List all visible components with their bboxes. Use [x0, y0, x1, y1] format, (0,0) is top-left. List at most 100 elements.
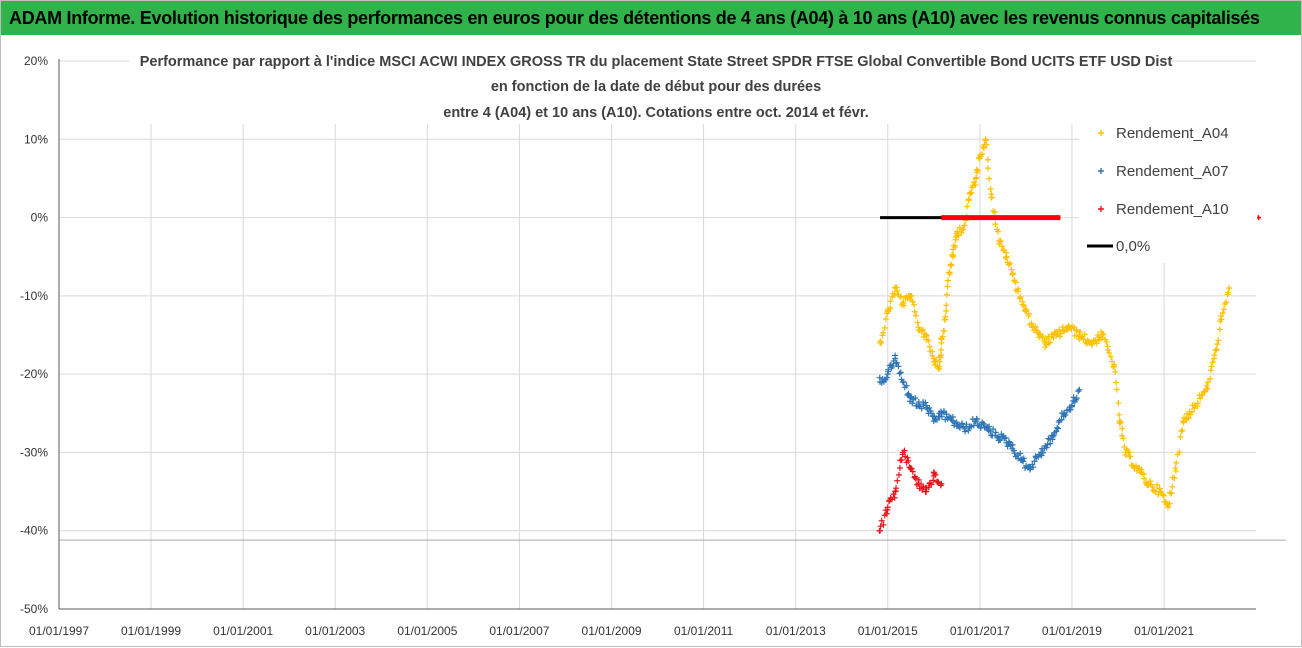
report-title: ADAM Informe. Evolution historique des p…: [9, 7, 1260, 28]
data-point-fill: [1008, 266, 1015, 273]
data-point-fill: [979, 419, 986, 426]
chart-reference-lines: [880, 215, 1261, 221]
data-point-fill: [935, 365, 942, 372]
data-point-fill: [1009, 441, 1016, 448]
data-point-fill: [1113, 379, 1120, 386]
legend-marker: [1098, 168, 1104, 174]
data-point-fill: [933, 416, 940, 423]
data-point-fill: [1011, 450, 1018, 457]
data-point-fill: [895, 363, 902, 370]
data-point-fill: [987, 186, 994, 193]
data-point-fill: [938, 352, 945, 359]
data-point-fill: [878, 517, 885, 524]
data-point-fill: [1023, 307, 1030, 314]
x-tick-label: 01/01/2005: [397, 624, 457, 638]
data-point-fill: [913, 481, 920, 488]
data-point-fill: [1055, 425, 1062, 432]
data-point-fill: [1213, 346, 1220, 353]
data-point-fill: [1216, 326, 1223, 333]
data-point-fill: [1209, 359, 1216, 366]
data-point-fill: [1127, 453, 1134, 460]
data-point-fill: [1010, 270, 1017, 277]
data-point-fill: [1119, 425, 1126, 432]
y-tick-label: 0%: [31, 211, 49, 225]
data-point-fill: [880, 521, 887, 528]
data-point-fill: [901, 302, 908, 309]
data-point-fill: [883, 374, 890, 381]
data-point-fill: [1104, 347, 1111, 354]
y-tick-label: -30%: [20, 445, 48, 459]
data-point-fill: [950, 252, 957, 259]
y-tick-label: 20%: [24, 54, 48, 68]
data-point-fill: [959, 420, 966, 427]
x-tick-label: 01/01/2011: [674, 624, 733, 638]
data-point-fill: [1032, 323, 1039, 330]
data-point-fill: [1015, 285, 1022, 292]
chart-legend: Rendement_A04 Rendement_A07 Rendement_A10 0…: [1079, 113, 1257, 263]
data-point-fill: [1149, 487, 1156, 494]
data-point-fill: [913, 312, 920, 319]
x-tick-label: 01/01/1999: [121, 624, 181, 638]
legend-entry-label: Rendement_A10: [1116, 201, 1229, 218]
chart-title-line: en fonction de la date de début pour des…: [491, 79, 821, 95]
data-point-fill: [1059, 324, 1066, 331]
data-point-fill: [927, 410, 934, 417]
y-tick-label: -10%: [20, 289, 48, 303]
data-point-fill: [1049, 436, 1056, 443]
data-point-fill: [1062, 412, 1069, 419]
data-point-fill: [909, 468, 916, 475]
data-point-fill: [942, 313, 949, 320]
data-point-fill: [1215, 337, 1222, 344]
data-point-fill: [914, 319, 921, 326]
data-point-fill: [1217, 313, 1224, 320]
data-point-fill: [1207, 375, 1214, 382]
data-point-fill: [1154, 481, 1161, 488]
data-point-fill: [929, 352, 936, 359]
data-point-fill: [891, 494, 898, 501]
data-point-fill: [1172, 467, 1179, 474]
data-point-fill: [1081, 331, 1088, 338]
data-point-fill: [983, 141, 990, 148]
data-point-fill: [956, 424, 963, 431]
x-tick-label: 01/01/2019: [1042, 624, 1102, 638]
data-point-fill: [908, 465, 915, 472]
data-point-fill: [946, 269, 953, 276]
data-point-fill: [974, 167, 981, 174]
data-point-fill: [893, 287, 900, 294]
data-point-fill: [1044, 441, 1051, 448]
data-point-fill: [898, 456, 905, 463]
data-point-fill: [1219, 310, 1226, 317]
data-point-fill: [1112, 368, 1119, 375]
data-point-fill: [1093, 340, 1100, 347]
data-point-fill: [1204, 379, 1211, 386]
data-point: [1226, 285, 1233, 292]
data-point-fill: [1169, 483, 1176, 490]
x-tick-label: 01/01/2013: [766, 624, 826, 638]
data-point: [1076, 386, 1083, 393]
data-point-fill: [964, 203, 971, 210]
data-point-fill: [973, 166, 980, 173]
data-point-fill: [1100, 330, 1107, 337]
data-point-fill: [1019, 301, 1026, 308]
report-banner: ADAM Informe. Evolution historique des p…: [1, 1, 1301, 35]
data-point-fill: [903, 382, 910, 389]
data-point-fill: [1125, 449, 1132, 456]
data-point-fill: [997, 437, 1004, 444]
data-point-fill: [1088, 342, 1095, 349]
data-point-fill: [920, 333, 927, 340]
data-point-fill: [1039, 332, 1046, 339]
data-point-fill: [960, 226, 967, 233]
chart-title-backdrop: [129, 49, 1169, 123]
data-point-fill: [893, 485, 900, 492]
data-point-fill: [1107, 353, 1114, 360]
data-point-fill: [1203, 382, 1210, 389]
data-point-fill: [986, 423, 993, 430]
data-point-fill: [1182, 416, 1189, 423]
data-point-fill: [925, 337, 932, 344]
series-Rendement_A07: [876, 352, 1083, 473]
x-tick-label: 01/01/2009: [582, 624, 642, 638]
data-point-fill: [943, 291, 950, 298]
x-tick-label: 01/01/2003: [305, 624, 365, 638]
legend-entry-label: Rendement_A07: [1116, 163, 1229, 180]
